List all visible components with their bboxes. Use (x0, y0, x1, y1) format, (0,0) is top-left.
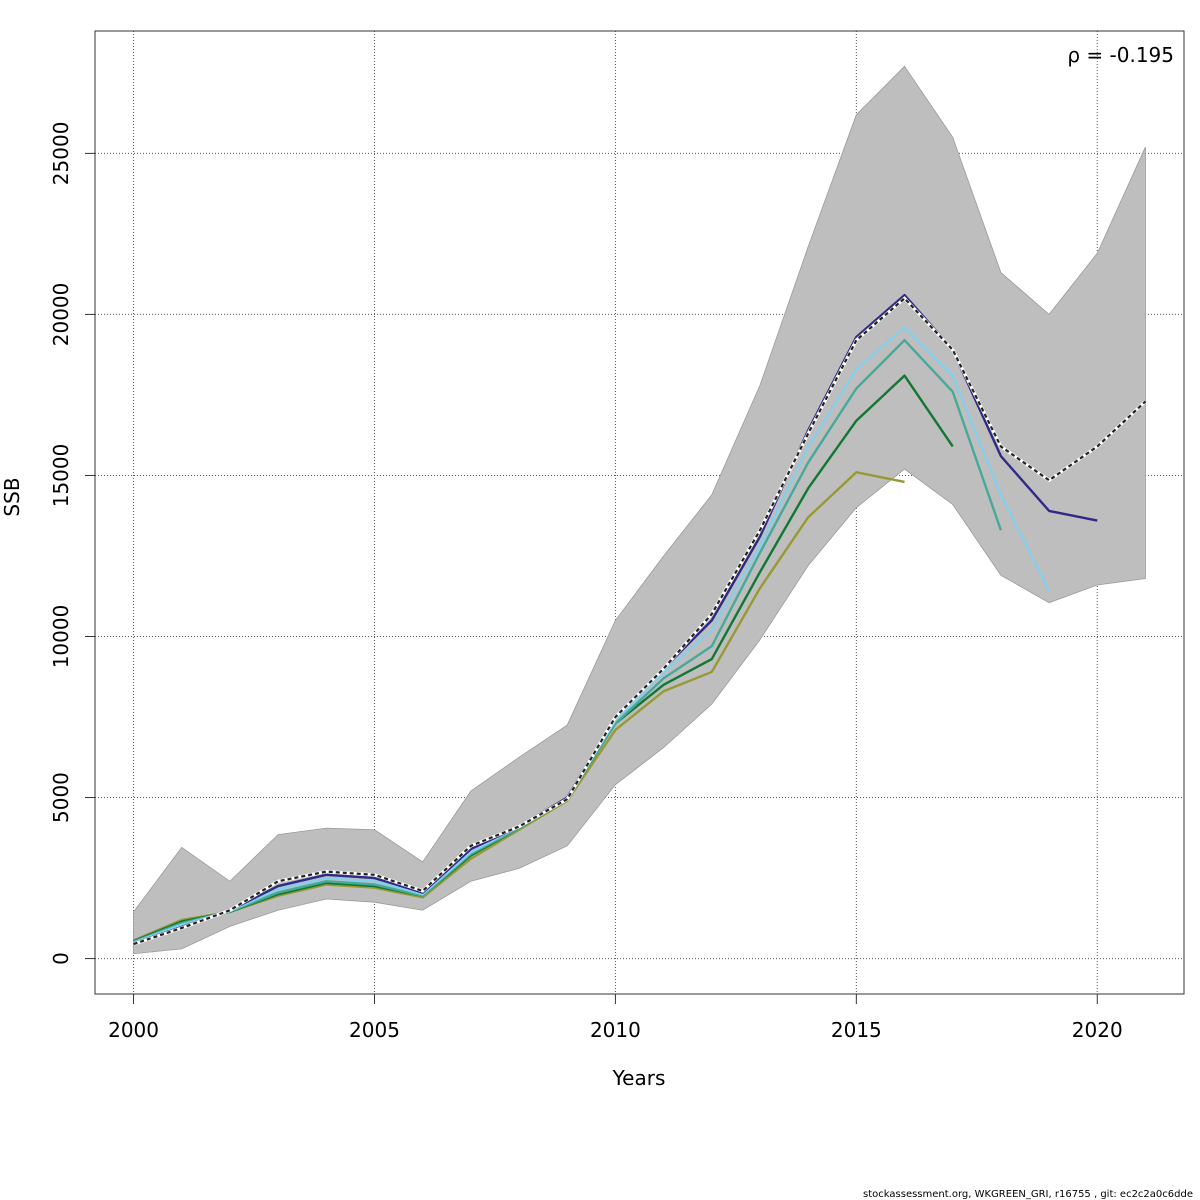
x-axis: 2000 2005 2010 2015 2020 (108, 993, 1123, 1042)
y-tick-label: 0 (49, 952, 73, 965)
confidence-band-layer (133, 65, 1146, 955)
series-line-base (133, 296, 1147, 946)
y-tick-label: 20000 (49, 283, 73, 347)
y-axis-title: SSB (0, 477, 24, 516)
x-tick-label: 2000 (108, 1018, 159, 1042)
y-tick-label: 10000 (49, 605, 73, 669)
rho-annotation: ρ = -0.195 (1067, 43, 1174, 67)
y-tick-label: 15000 (49, 444, 73, 508)
x-tick-label: 2020 (1072, 1018, 1123, 1042)
footer-credit: stockassessment.org, WKGREEN_GRI, r16755… (863, 1189, 1193, 1200)
x-axis-title: Years (612, 1066, 666, 1090)
x-tick-label: 2010 (590, 1018, 641, 1042)
y-tick-label: 25000 (49, 122, 73, 186)
y-tick-label: 5000 (49, 772, 73, 823)
x-tick-label: 2005 (349, 1018, 400, 1042)
x-tick-label: 2015 (831, 1018, 882, 1042)
confidence-band (133, 65, 1146, 955)
series-layer (133, 293, 1147, 946)
y-axis: 0 5000 10000 15000 20000 25000 (49, 122, 96, 965)
